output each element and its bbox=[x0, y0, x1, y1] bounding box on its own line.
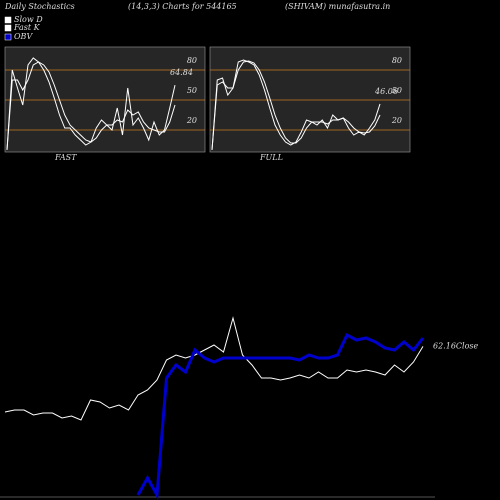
legend-swatch bbox=[4, 33, 12, 41]
legend-label: Fast K bbox=[13, 23, 41, 32]
legend-label: OBV bbox=[14, 32, 33, 41]
header-center: (14,3,3) Charts for 544165 bbox=[128, 2, 237, 11]
y-tick-label: 20 bbox=[391, 116, 402, 125]
legend-swatch bbox=[4, 16, 12, 24]
value-label: 64.84 bbox=[170, 68, 193, 77]
y-tick-label: 20 bbox=[186, 116, 197, 125]
panel bbox=[209, 46, 411, 153]
legend-label: Slow D bbox=[14, 15, 43, 24]
close-label: 62.16Close bbox=[433, 341, 479, 350]
y-tick-label: 80 bbox=[392, 56, 402, 65]
series-line bbox=[211, 60, 381, 151]
legend-swatch bbox=[4, 24, 12, 32]
series-line bbox=[4, 316, 424, 421]
y-tick-label: 50 bbox=[187, 86, 197, 95]
series-line bbox=[6, 57, 176, 151]
series-line bbox=[211, 59, 381, 151]
header-left: Daily Stochastics bbox=[4, 2, 75, 11]
panel-title: FULL bbox=[259, 153, 283, 162]
y-tick-label: 50 bbox=[392, 86, 402, 95]
header-right: (SHIVAM) munafasutra.in bbox=[285, 2, 390, 11]
series-line bbox=[136, 332, 425, 500]
panel bbox=[4, 46, 206, 153]
panel-title: FAST bbox=[54, 153, 77, 162]
value-label: 46.06 bbox=[374, 87, 398, 96]
y-tick-label: 80 bbox=[187, 56, 197, 65]
